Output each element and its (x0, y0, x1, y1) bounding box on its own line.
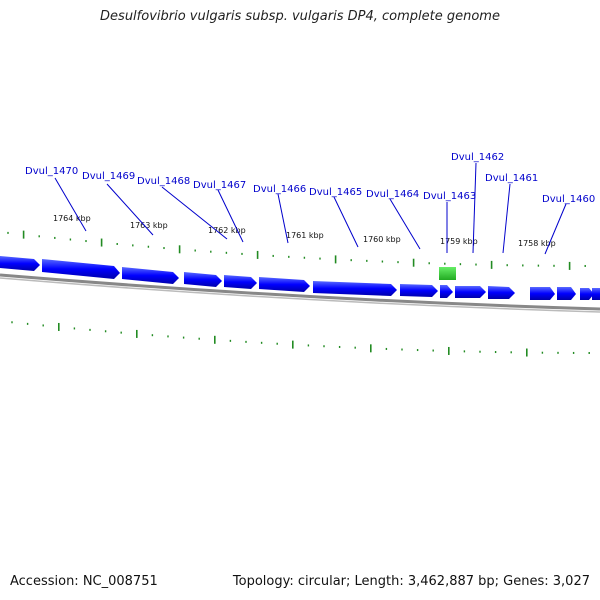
gene-arrow[interactable] (122, 267, 179, 284)
leader-line (277, 193, 289, 244)
scale-ticks-inner (11, 321, 590, 357)
gene-arrow[interactable] (259, 277, 310, 292)
gene-arrow[interactable] (440, 285, 453, 298)
gene-arrow[interactable] (530, 287, 555, 300)
gene-features (0, 256, 600, 300)
kbp-label-1760: 1760 kbp (363, 235, 401, 244)
accession-text: Accession: NC_008751 (10, 574, 158, 589)
genome-stats-text: Topology: circular; Length: 3,462,887 bp… (232, 574, 590, 589)
kbp-label-1761: 1761 kbp (286, 231, 324, 240)
gene-label-dvul-1470[interactable]: Dvul_1470 (25, 166, 78, 177)
gene-label-dvul-1468[interactable]: Dvul_1468 (137, 176, 190, 187)
gene-arrow[interactable] (455, 286, 486, 298)
kbp-label-1764: 1764 kbp (53, 214, 91, 223)
gene-label-dvul-1467[interactable]: Dvul_1467 (193, 180, 246, 191)
gene-label-dvul-1464[interactable]: Dvul_1464 (366, 189, 419, 200)
gene-arrow[interactable] (580, 288, 594, 300)
leader-line (106, 183, 154, 236)
kbp-label-1759: 1759 kbp (440, 237, 478, 246)
gene-label-dvul-1460[interactable]: Dvul_1460 (542, 194, 595, 205)
gene-label-dvul-1469[interactable]: Dvul_1469 (82, 171, 135, 182)
gene-arrow[interactable] (592, 288, 600, 300)
gene-label-dvul-1465[interactable]: Dvul_1465 (309, 187, 362, 198)
genome-backbone (0, 273, 600, 311)
label-leaders (54, 162, 567, 255)
gene-arrow[interactable] (42, 259, 120, 279)
leader-line (389, 198, 421, 250)
gene-arrow[interactable] (488, 286, 515, 299)
kbp-label-1762: 1762 kbp (208, 226, 246, 235)
gene-arrow[interactable] (400, 284, 438, 297)
genome-backbone-shadow (0, 277, 600, 313)
gene-label-dvul-1466[interactable]: Dvul_1466 (253, 184, 306, 195)
scale-ticks-outer (7, 230, 586, 270)
gene-arrow[interactable] (0, 256, 40, 271)
leader-line (472, 162, 477, 254)
map-title: Desulfovibrio vulgaris subsp. vulgaris D… (100, 9, 500, 24)
highlighted-feature[interactable] (439, 267, 456, 280)
gene-label-dvul-1463[interactable]: Dvul_1463 (423, 191, 476, 202)
gene-arrow[interactable] (184, 272, 222, 287)
gene-arrow[interactable] (313, 281, 397, 296)
gene-arrow[interactable] (557, 287, 576, 300)
kbp-labels: 1764 kbp 1763 kbp 1762 kbp 1761 kbp 1760… (53, 214, 556, 248)
gene-labels: Dvul_1470 Dvul_1469 Dvul_1468 Dvul_1467 … (25, 152, 595, 205)
gene-arrow[interactable] (224, 275, 257, 289)
gene-label-dvul-1461[interactable]: Dvul_1461 (485, 173, 538, 184)
leader-line (217, 189, 244, 243)
leader-line (161, 186, 228, 240)
leader-line (544, 203, 567, 255)
kbp-label-1758: 1758 kbp (518, 239, 556, 248)
leader-line (502, 183, 511, 254)
leader-line (333, 196, 359, 248)
leader-line (54, 177, 87, 232)
kbp-label-1763: 1763 kbp (130, 221, 168, 230)
gene-label-dvul-1462[interactable]: Dvul_1462 (451, 152, 504, 163)
